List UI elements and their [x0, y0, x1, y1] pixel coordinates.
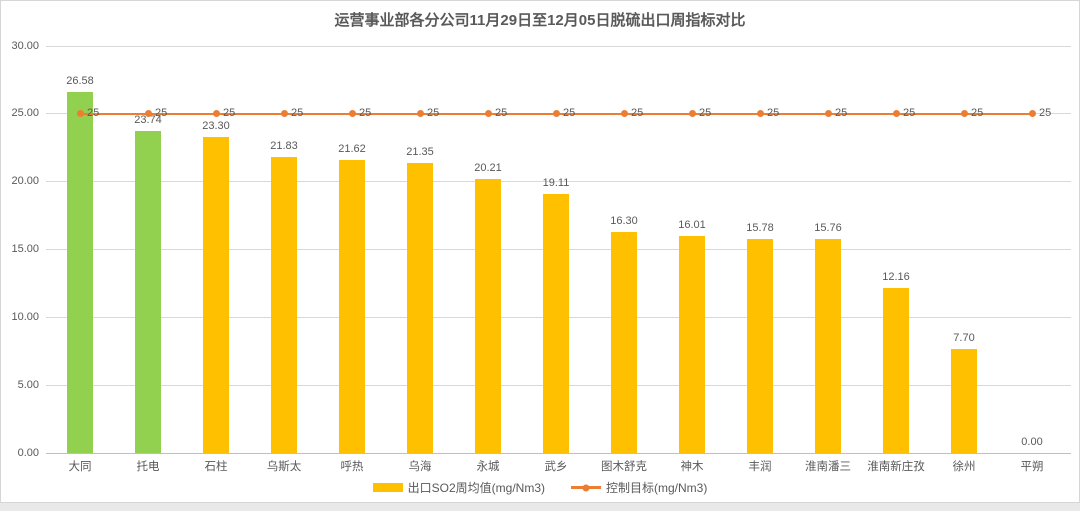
category-axis-label: 丰润: [748, 461, 772, 473]
bar: [135, 130, 161, 453]
bar-value-label: 7.70: [953, 331, 975, 344]
target-marker-icon: [484, 110, 492, 118]
bar: [475, 178, 501, 453]
bar-value-label: 16.30: [610, 214, 638, 227]
target-value-label: 25: [1039, 107, 1052, 120]
bar-value-label: 21.62: [338, 142, 366, 155]
bar: [203, 136, 229, 453]
gridline: [46, 45, 1071, 47]
target-value-label: 25: [767, 107, 780, 120]
gridline: [46, 181, 1071, 183]
target-marker-icon: [552, 110, 560, 118]
target-marker-icon: [144, 110, 152, 118]
bar: [407, 163, 433, 453]
plot-area: 26.58 大同 23.74 托电 23.30 石柱 21.83 乌斯太 21.62 呼热 21.3…: [46, 45, 1071, 473]
line-series-swatch-icon: [571, 484, 601, 491]
target-value-label: 25: [903, 107, 916, 120]
target-value-label: 25: [291, 107, 304, 120]
bar: [339, 159, 365, 453]
background-strip: [0, 503, 1080, 511]
target-marker-icon: [76, 110, 84, 118]
bar-value-label: 21.83: [270, 139, 298, 152]
legend-item-bar-series: 出口SO2周均值(mg/Nm3): [372, 479, 545, 496]
target-value-label: 25: [563, 107, 576, 120]
target-marker-icon: [1028, 110, 1036, 118]
target-value-label: 25: [359, 107, 372, 120]
y-axis-tick-label: 5.00: [17, 378, 39, 391]
legend-item-line-series: 控制目标(mg/Nm3): [571, 479, 707, 496]
legend-label-bar-series: 出口SO2周均值(mg/Nm3): [407, 481, 545, 495]
bar-value-label: 23.30: [202, 119, 230, 132]
target-marker-icon: [280, 110, 288, 118]
target-marker-icon: [960, 110, 968, 118]
line-series-marker-icon: [582, 484, 590, 491]
bar-value-label: 0.00: [1021, 436, 1043, 448]
category-axis-label: 永城: [476, 461, 500, 473]
target-marker-icon: [824, 110, 832, 118]
bar: [611, 231, 637, 453]
bar: [543, 193, 569, 453]
category-axis-label: 图木舒克: [601, 461, 647, 473]
bar: [815, 239, 841, 453]
category-axis-label: 乌斯太: [266, 461, 302, 473]
bar-value-label: 23.74: [134, 113, 162, 126]
target-marker-icon: [416, 110, 424, 118]
bar: [883, 288, 909, 453]
y-axis-tick-label: 30.00: [11, 39, 39, 52]
bar-value-label: 15.76: [814, 222, 842, 235]
target-marker-icon: [348, 110, 356, 118]
bar: [747, 238, 773, 453]
y-axis-tick-label: 15.00: [11, 243, 39, 255]
category-axis-label: 石柱: [204, 461, 228, 473]
target-value-label: 25: [223, 107, 236, 120]
chart-legend: 出口SO2周均值(mg/Nm3) 控制目标(mg/Nm3): [1, 479, 1079, 496]
target-value-label: 25: [155, 107, 168, 120]
chart-title: 运营事业部各分公司11月29日至12月05日脱硫出口周指标对比: [334, 12, 746, 29]
target-marker-icon: [620, 110, 628, 118]
bar-value-label: 12.16: [882, 271, 910, 284]
category-axis-label: 乌海: [408, 461, 432, 473]
category-axis-label: 淮南潘三: [805, 461, 851, 473]
target-value-label: 25: [835, 107, 848, 120]
y-axis-tick-label: 0.00: [17, 446, 39, 459]
bar-value-label: 16.01: [678, 218, 706, 231]
bar: [679, 235, 705, 453]
target-value-label: 25: [699, 107, 712, 120]
target-value-label: 25: [495, 107, 508, 120]
bar-value-label: 26.58: [66, 75, 94, 88]
bar-series-swatch-icon: [372, 483, 403, 492]
bar: [67, 92, 93, 453]
target-marker-icon: [212, 110, 220, 118]
y-axis-tick-label: 10.00: [11, 310, 39, 323]
category-axis-label: 呼热: [340, 461, 364, 473]
gridline: [46, 452, 1071, 454]
category-axis-label: 托电: [136, 461, 160, 473]
bar-value-label: 21.35: [406, 146, 434, 159]
bar: [271, 156, 297, 453]
bar-value-label: 19.11: [542, 176, 570, 189]
target-marker-icon: [892, 110, 900, 118]
y-axis-tick-label: 20.00: [11, 175, 39, 188]
category-axis-label: 平朔: [1020, 461, 1044, 473]
target-value-label: 25: [427, 107, 440, 120]
category-axis-label: 大同: [68, 461, 92, 473]
bar-value-label: 15.78: [746, 221, 774, 234]
category-axis-label: 武乡: [544, 461, 568, 473]
category-axis-label: 徐州: [952, 461, 976, 473]
category-axis-label: 神木: [680, 461, 704, 473]
target-value-label: 25: [631, 107, 644, 120]
bar: [951, 348, 977, 453]
legend-label-line-series: 控制目标(mg/Nm3): [606, 481, 708, 495]
target-value-label: 25: [87, 107, 100, 120]
category-axis-label: 淮南新庄孜: [867, 461, 925, 473]
target-marker-icon: [756, 110, 764, 118]
y-axis-tick-label: 25.00: [11, 107, 39, 120]
target-marker-icon: [688, 110, 696, 118]
bar-value-label: 20.21: [474, 161, 502, 174]
target-value-label: 25: [971, 107, 984, 120]
